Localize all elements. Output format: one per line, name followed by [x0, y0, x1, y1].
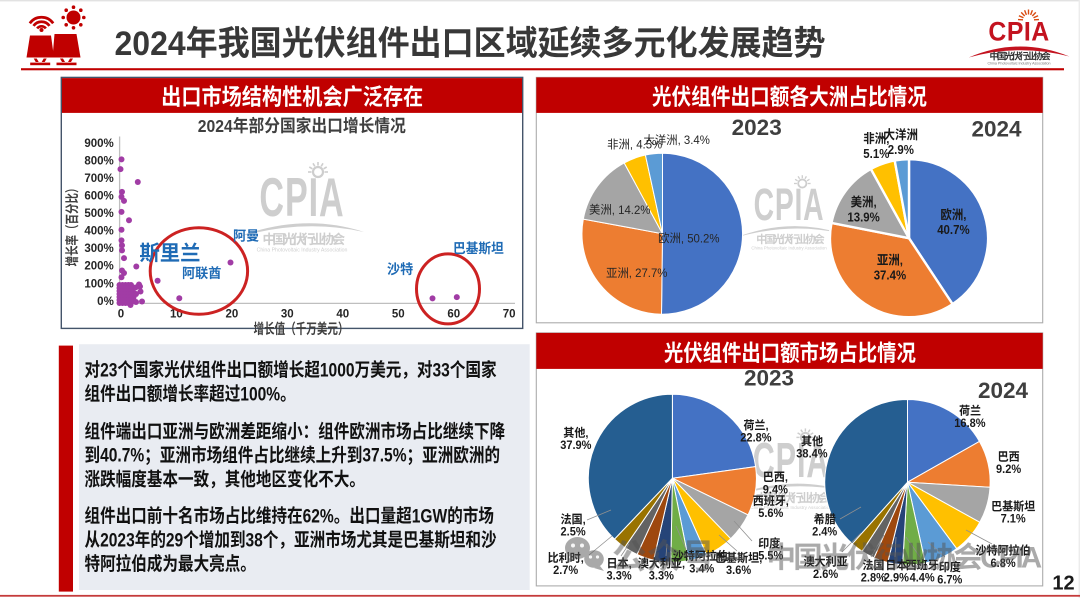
- svg-text:37.5%: 37.5%: [362, 444, 406, 466]
- svg-text:,: ,: [682, 558, 685, 570]
- svg-text:,: ,: [583, 514, 586, 526]
- svg-text:CPIA: CPIA: [259, 167, 344, 228]
- svg-text:,: ,: [785, 472, 788, 484]
- svg-text:2023: 2023: [744, 366, 794, 391]
- svg-text:9.4%: 9.4%: [763, 484, 788, 496]
- svg-text:800%: 800%: [84, 155, 113, 167]
- svg-text:12: 12: [1052, 573, 1074, 595]
- svg-text:China Photovoltaic Industry As: China Photovoltaic Industry Association: [750, 505, 832, 510]
- svg-text:3.3%: 3.3%: [607, 570, 632, 582]
- svg-text:,: ,: [963, 208, 966, 223]
- svg-text:100%: 100%: [84, 278, 113, 290]
- svg-text:22.8%: 22.8%: [740, 432, 771, 444]
- svg-text:,: ,: [581, 553, 584, 565]
- svg-text:20: 20: [225, 308, 238, 320]
- svg-text:300%: 300%: [84, 243, 113, 255]
- svg-text:5.1%: 5.1%: [863, 146, 889, 161]
- svg-text:23: 23: [100, 359, 118, 381]
- svg-text:29: 29: [166, 529, 184, 551]
- svg-text:,: ,: [585, 428, 588, 440]
- svg-text:, 4.5%: , 4.5%: [630, 138, 662, 151]
- svg-text:2024: 2024: [971, 117, 1022, 142]
- svg-text:9.2%: 9.2%: [996, 464, 1021, 476]
- svg-text:0: 0: [118, 308, 124, 320]
- svg-text:600%: 600%: [84, 191, 113, 203]
- svg-text:2023: 2023: [100, 529, 135, 551]
- svg-text:40.7%: 40.7%: [100, 444, 144, 466]
- svg-text:5.6%: 5.6%: [758, 508, 783, 520]
- svg-text:62%: 62%: [303, 505, 334, 527]
- svg-text:,: ,: [886, 131, 889, 146]
- svg-text:,: ,: [766, 420, 769, 432]
- svg-text:2.6%: 2.6%: [813, 569, 838, 581]
- svg-text:CPIA: CPIA: [980, 542, 1042, 575]
- svg-text:2.5%: 2.5%: [561, 526, 586, 538]
- svg-text:2023: 2023: [732, 115, 782, 140]
- svg-text:2024: 2024: [978, 378, 1029, 403]
- svg-text:200%: 200%: [84, 261, 113, 273]
- svg-text:2.7%: 2.7%: [553, 565, 578, 577]
- svg-text:2024: 2024: [198, 116, 234, 136]
- svg-text:38: 38: [246, 529, 264, 551]
- svg-text:2.4%: 2.4%: [812, 526, 837, 538]
- svg-text:70: 70: [503, 308, 516, 320]
- svg-text:China Photovoltaic Industry As: China Photovoltaic Industry Association: [751, 245, 827, 250]
- svg-text:CPIA: CPIA: [754, 180, 825, 230]
- svg-text:6.7%: 6.7%: [937, 574, 962, 586]
- svg-text:40.7%: 40.7%: [937, 223, 970, 238]
- svg-text:6.8%: 6.8%: [991, 557, 1016, 569]
- svg-text:700%: 700%: [84, 173, 113, 185]
- svg-text:4.4%: 4.4%: [910, 572, 935, 584]
- svg-text:1GW: 1GW: [412, 505, 448, 527]
- svg-text:38.4%: 38.4%: [796, 448, 827, 460]
- svg-text:, 50.2%: , 50.2%: [681, 232, 720, 245]
- svg-text:33: 33: [433, 359, 451, 381]
- svg-text:900%: 900%: [84, 138, 113, 150]
- svg-text:China Photovoltaic Industry As: China Photovoltaic Industry Association: [988, 61, 1051, 65]
- svg-text:37.4%: 37.4%: [874, 268, 907, 283]
- svg-text:,: ,: [874, 195, 877, 210]
- svg-text:2.8%: 2.8%: [861, 572, 886, 584]
- svg-text:,: ,: [759, 553, 762, 565]
- svg-text:500%: 500%: [84, 208, 113, 220]
- svg-text:China Photovoltaic Industry As: China Photovoltaic Industry Association: [257, 248, 348, 254]
- svg-text:3.6%: 3.6%: [726, 565, 751, 577]
- svg-text:, 3.4%: , 3.4%: [678, 134, 710, 147]
- svg-text:400%: 400%: [84, 226, 113, 238]
- svg-text:100%: 100%: [240, 383, 280, 405]
- svg-text:CPIA: CPIA: [988, 18, 1049, 47]
- svg-text:2.9%: 2.9%: [888, 143, 914, 158]
- svg-text:30: 30: [281, 308, 294, 320]
- svg-text:16.8%: 16.8%: [954, 418, 985, 430]
- svg-text:50: 50: [392, 308, 405, 320]
- svg-text:, 27.7%: , 27.7%: [629, 267, 668, 280]
- svg-text:, 14.2%: , 14.2%: [612, 204, 651, 217]
- svg-text:0%: 0%: [97, 296, 114, 308]
- svg-text:,: ,: [786, 496, 789, 508]
- svg-text:13.9%: 13.9%: [847, 210, 880, 225]
- svg-text:2.9%: 2.9%: [884, 572, 909, 584]
- svg-text:2024: 2024: [115, 24, 187, 62]
- svg-text:60: 60: [447, 308, 460, 320]
- svg-text:1000: 1000: [320, 359, 355, 381]
- svg-text:,: ,: [900, 253, 903, 268]
- svg-text:3.3%: 3.3%: [649, 570, 674, 582]
- svg-text:37.9%: 37.9%: [560, 440, 591, 452]
- svg-text:7.1%: 7.1%: [1001, 513, 1026, 525]
- svg-text:40: 40: [336, 308, 349, 320]
